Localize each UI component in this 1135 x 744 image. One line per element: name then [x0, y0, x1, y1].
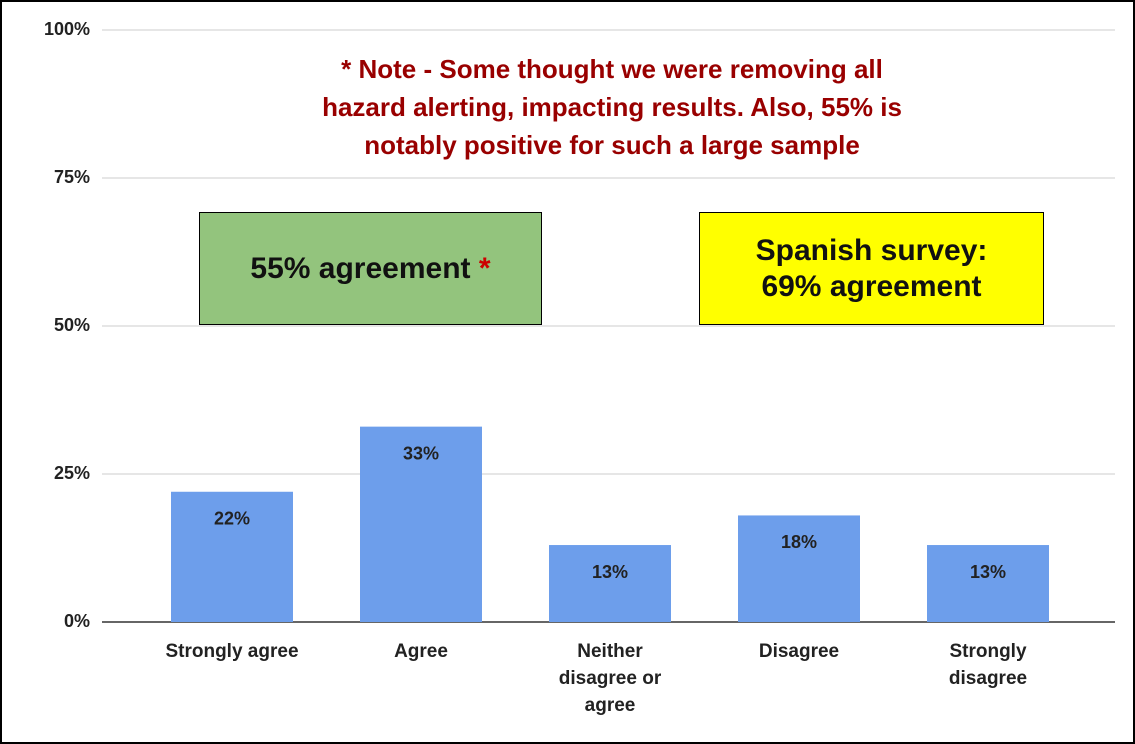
bar: [738, 515, 860, 622]
bar: [549, 545, 671, 622]
x-tick-label: Strongly agree: [165, 641, 299, 662]
bar: [360, 426, 482, 622]
y-tick-label: 100%: [44, 19, 90, 39]
value-label: 13%: [970, 562, 1006, 582]
y-tick-label: 0%: [64, 611, 90, 631]
note: * Note - Some thought we were removing a…: [322, 54, 902, 160]
x-tick-label: Agree: [394, 641, 448, 662]
x-tick-label: Disagree: [758, 641, 840, 662]
value-label: 13%: [592, 562, 628, 582]
value-label: 18%: [781, 532, 817, 552]
value-label: 22%: [214, 509, 250, 529]
yellow-box: Spanish survey: 69% agreement: [699, 212, 1044, 325]
y-tick-label: 25%: [54, 463, 90, 483]
y-tick-label: 75%: [54, 167, 90, 187]
x-tick-label: Neither disagree or agree: [558, 641, 662, 716]
bar: [927, 545, 1049, 622]
y-tick-label: 50%: [54, 315, 90, 335]
green-box-marker: *: [478, 251, 491, 285]
green-box-text: 55% agreement: [250, 251, 471, 285]
green-box: 55% agreement *: [199, 212, 542, 325]
bar: [171, 491, 293, 622]
yellow-box-text: Spanish survey: 69% agreement: [755, 233, 988, 303]
x-tick-label: Strongly disagree: [948, 641, 1028, 689]
value-label: 33%: [403, 443, 439, 463]
